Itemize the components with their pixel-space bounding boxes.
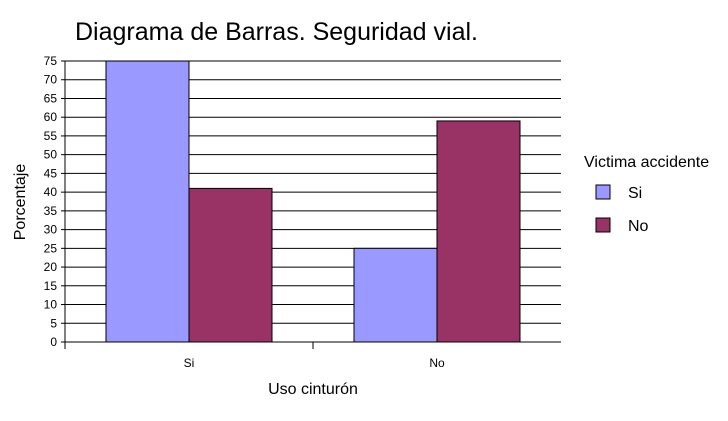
y-tick-label: 30 bbox=[44, 223, 58, 237]
y-tick-label: 75 bbox=[44, 54, 58, 68]
y-tick-label: 10 bbox=[44, 298, 58, 312]
y-tick-label: 0 bbox=[50, 335, 57, 349]
y-tick-label: 70 bbox=[44, 73, 58, 87]
y-tick-label: 35 bbox=[44, 204, 58, 218]
legend-title: Victima accidente bbox=[584, 154, 709, 171]
y-tick-label: 65 bbox=[44, 91, 58, 105]
bar-no-si bbox=[188, 187, 273, 343]
chart-title: Diagrama de Barras. Seguridad vial. bbox=[75, 18, 478, 46]
legend-label-no: No bbox=[628, 218, 649, 235]
legend-label-si: Si bbox=[628, 185, 642, 202]
x-axis-title: Uso cinturón bbox=[268, 381, 358, 398]
y-tick-label: 40 bbox=[44, 185, 58, 199]
bars bbox=[105, 60, 521, 343]
bar-no-no bbox=[436, 120, 521, 343]
y-tick-label: 45 bbox=[44, 166, 58, 180]
y-tick-label: 25 bbox=[44, 241, 58, 255]
x-tick-label: No bbox=[429, 356, 445, 370]
legend-swatch-si bbox=[595, 184, 611, 200]
x-tick-label: Si bbox=[184, 356, 195, 370]
legend-swatch-no bbox=[595, 217, 611, 233]
y-tick-label: 60 bbox=[44, 110, 58, 124]
legend: Victima accidente Si No bbox=[584, 154, 709, 235]
y-axis-title: Porcentaje bbox=[12, 164, 29, 241]
y-tick-label: 55 bbox=[44, 129, 58, 143]
y-tick-label: 5 bbox=[50, 316, 57, 330]
y-tick-labels: 0 5 10 15 20 25 30 35 40 45 50 55 60 65 70 75 bbox=[44, 54, 58, 349]
bar-si-si bbox=[105, 60, 190, 343]
axes bbox=[61, 60, 561, 349]
y-tick-label: 20 bbox=[44, 260, 58, 274]
y-tick-label: 15 bbox=[44, 279, 58, 293]
x-tick-labels: Si No bbox=[184, 356, 445, 370]
y-tick-label: 50 bbox=[44, 148, 58, 162]
bar-si-no bbox=[353, 247, 438, 343]
